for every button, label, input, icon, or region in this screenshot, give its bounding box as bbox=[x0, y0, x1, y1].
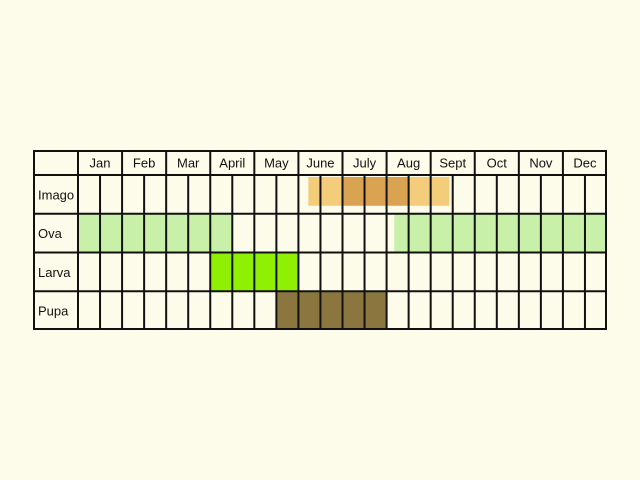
cell-ova-14 bbox=[394, 213, 409, 253]
month-label-jan: Jan bbox=[90, 156, 111, 171]
month-label-july: July bbox=[353, 156, 377, 171]
activity-fills bbox=[78, 177, 607, 330]
cell-ova-22 bbox=[562, 213, 585, 253]
cell-ova-23 bbox=[584, 213, 607, 253]
month-label-nov: Nov bbox=[529, 156, 553, 171]
cell-larva-8 bbox=[254, 252, 277, 292]
cell-pupa-9 bbox=[276, 291, 299, 330]
cell-imago-11 bbox=[320, 177, 343, 206]
month-label-june: June bbox=[306, 156, 334, 171]
cell-imago-10 bbox=[308, 177, 321, 206]
cell-ova-6 bbox=[210, 213, 233, 253]
cell-imago-14 bbox=[386, 177, 409, 206]
table-grid bbox=[33, 150, 607, 330]
cell-ova-16 bbox=[430, 213, 453, 253]
stage-label-imago: Imago bbox=[38, 187, 74, 202]
cell-pupa-12 bbox=[342, 291, 365, 330]
stage-label-ova: Ova bbox=[38, 226, 63, 241]
cell-imago-12 bbox=[342, 177, 365, 206]
month-label-april: April bbox=[219, 156, 245, 171]
cell-ova-4 bbox=[166, 213, 189, 253]
cell-ova-15 bbox=[408, 213, 431, 253]
cell-ova-2 bbox=[122, 213, 145, 253]
month-label-feb: Feb bbox=[133, 156, 155, 171]
cell-ova-1 bbox=[100, 213, 123, 253]
cell-pupa-11 bbox=[320, 291, 343, 330]
cell-pupa-10 bbox=[298, 291, 321, 330]
month-label-oct: Oct bbox=[487, 156, 508, 171]
month-label-aug: Aug bbox=[397, 156, 420, 171]
month-label-mar: Mar bbox=[177, 156, 200, 171]
cell-larva-9 bbox=[276, 252, 299, 292]
cell-ova-19 bbox=[496, 213, 519, 253]
phenology-table: Jan Feb Mar April May June July Aug Sept Oct Nov De… bbox=[33, 150, 607, 330]
cell-ova-0 bbox=[78, 213, 101, 253]
cell-pupa-13 bbox=[364, 291, 387, 330]
cell-ova-20 bbox=[518, 213, 541, 253]
month-label-may: May bbox=[264, 156, 289, 171]
stage-label-larva: Larva bbox=[38, 265, 71, 280]
cell-ova-17 bbox=[452, 213, 475, 253]
cell-imago-13 bbox=[364, 177, 387, 206]
cell-imago-16 bbox=[430, 177, 450, 206]
cell-ova-18 bbox=[474, 213, 497, 253]
cell-ova-3 bbox=[144, 213, 167, 253]
table-labels: Jan Feb Mar April May June July Aug Sept Oct Nov De… bbox=[38, 156, 597, 319]
cell-ova-21 bbox=[540, 213, 563, 253]
stage-label-pupa: Pupa bbox=[38, 304, 69, 319]
cell-larva-7 bbox=[232, 252, 255, 292]
cell-imago-15 bbox=[408, 177, 431, 206]
month-label-dec: Dec bbox=[573, 156, 597, 171]
month-label-sept: Sept bbox=[439, 156, 466, 171]
cell-ova-5 bbox=[188, 213, 211, 253]
cell-larva-6 bbox=[210, 252, 233, 292]
